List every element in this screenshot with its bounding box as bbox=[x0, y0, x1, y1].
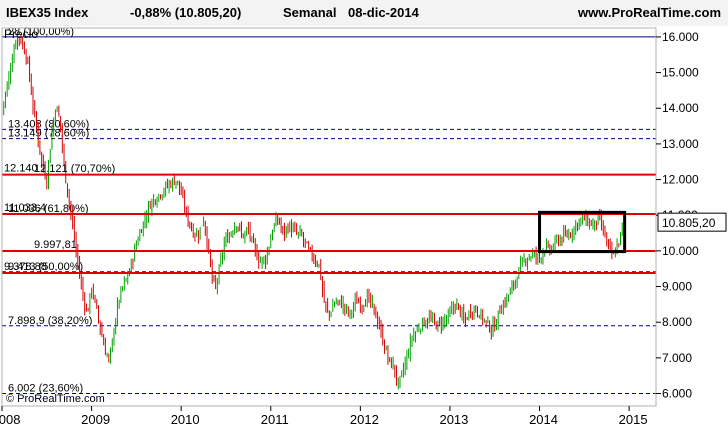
axes: 6.0007.0008.0009.00010.00011.00012.00013… bbox=[0, 27, 727, 427]
copyright-footer: © ProRealTime.com bbox=[6, 393, 105, 405]
y-tick-label: 13.000 bbox=[662, 137, 699, 151]
x-tick-label: 2015 bbox=[619, 412, 648, 427]
y-tick-label: 6.000 bbox=[662, 387, 692, 401]
x-tick-label: 2008 bbox=[0, 412, 20, 427]
red-level-label: 9.997,81 bbox=[34, 239, 77, 251]
x-tick-label: 2009 bbox=[81, 412, 110, 427]
candles bbox=[1, 34, 625, 390]
y-tick-label: 14.000 bbox=[662, 101, 699, 115]
x-tick-label: 2014 bbox=[529, 412, 558, 427]
fib-level-label: 28 (100,00%) bbox=[8, 26, 74, 38]
site-label: www.ProRealTime.com bbox=[578, 5, 722, 20]
price-chart: 28 (100,00%) 13.408 (80,60%)13.149 (78,60… bbox=[0, 26, 728, 428]
last-price-label: 10.805,20 bbox=[662, 216, 716, 230]
chart-area: 28 (100,00%) 13.408 (80,60%) 13.149 (78,60… bbox=[0, 26, 728, 433]
x-tick-label: 2010 bbox=[171, 412, 200, 427]
fib-level-label: 11.036 (61,80%) bbox=[8, 203, 89, 215]
panel-label: Precio bbox=[4, 27, 38, 41]
fib-level-label: 13.149 (78,60%) bbox=[8, 128, 89, 140]
date-label: 08-dic-2014 bbox=[348, 5, 419, 20]
chart-header: IBEX35 Index -0,88% (10.805,20) Semanal … bbox=[0, 0, 728, 27]
chart-background bbox=[0, 26, 728, 428]
fib-level-label: 7.898,9 (38,20%) bbox=[8, 315, 92, 327]
last-price-badge bbox=[657, 212, 727, 232]
y-tick-label: 16.000 bbox=[662, 30, 699, 44]
red-level-label: 12.121 (70,70%) bbox=[34, 163, 115, 175]
consolidation-box bbox=[538, 210, 627, 254]
fib-level-label: 6.002 (23,60%) bbox=[8, 382, 83, 394]
fib-level-label: 13.408 (80,60%) bbox=[8, 118, 89, 130]
x-tick-label: 2012 bbox=[350, 412, 379, 427]
red-level-label: 12.140 bbox=[4, 163, 38, 175]
y-tick-label: 9.000 bbox=[662, 280, 692, 294]
y-tick-label: 15.000 bbox=[662, 66, 699, 80]
price-change: -0,88% (10.805,20) bbox=[130, 5, 242, 20]
y-tick-label: 8.000 bbox=[662, 315, 692, 329]
timeframe-label: Semanal bbox=[283, 5, 337, 20]
y-tick-label: 12.000 bbox=[662, 173, 699, 187]
x-tick-label: 2011 bbox=[261, 412, 289, 427]
instrument-title: IBEX35 Index bbox=[6, 5, 89, 20]
y-tick-label: 7.000 bbox=[662, 351, 692, 365]
y-tick-label: 10.000 bbox=[662, 244, 699, 258]
plot-frame bbox=[1, 27, 657, 407]
red-level-label: 9.378,88 bbox=[4, 261, 47, 273]
red-level-label: 11.033,4 bbox=[4, 202, 46, 214]
fib-level-label: 9.413 (50,00%) bbox=[8, 261, 83, 273]
x-tick-label: 2013 bbox=[439, 412, 468, 427]
